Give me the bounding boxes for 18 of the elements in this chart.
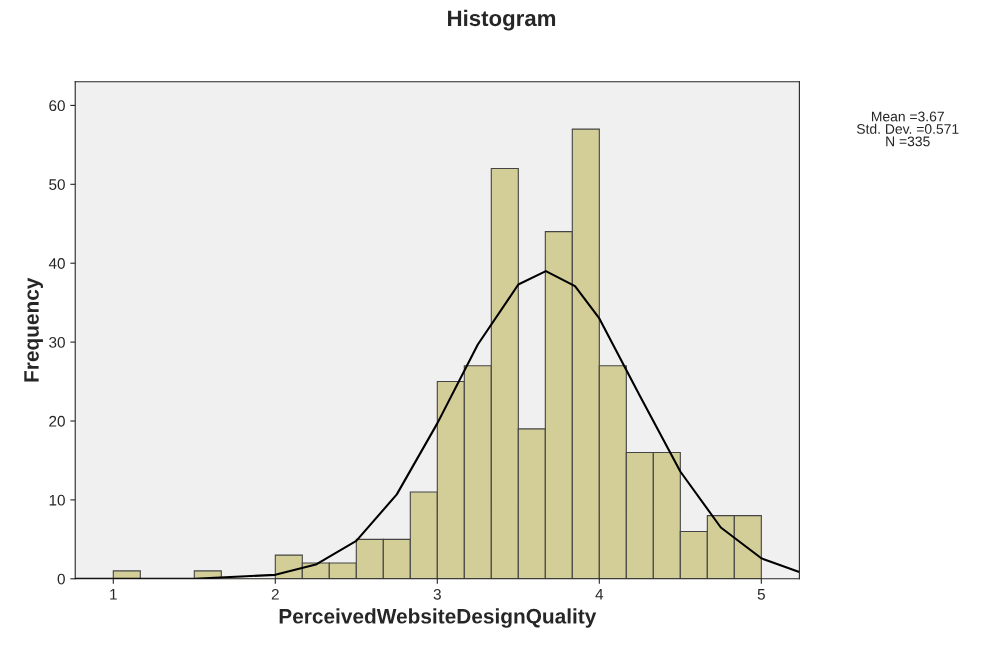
y-axis-title: Frequency xyxy=(24,277,43,382)
chart-title: Histogram xyxy=(448,9,556,31)
x-axis-title: PerceivedWebsiteDesignQuality xyxy=(279,608,597,628)
text: Std. Dev. =0.571 xyxy=(856,123,959,134)
x-tick-label: 2 xyxy=(271,588,279,600)
x-tick-label: 5 xyxy=(757,589,765,600)
y-tick-label: 30 xyxy=(49,336,65,348)
y-tick-label: 20 xyxy=(49,415,65,427)
text: Mean =3.67 xyxy=(871,111,944,122)
y-tick-label: 10 xyxy=(49,494,65,506)
x-tick-label: 1 xyxy=(110,589,117,600)
x-tick-label: 3 xyxy=(433,588,441,600)
y-tick-label: 60 xyxy=(49,100,65,112)
y-tick-label: 50 xyxy=(49,179,65,190)
x-tick-label: 4 xyxy=(595,589,604,600)
text: N =335 xyxy=(886,136,930,147)
y-tick-label: 40 xyxy=(48,258,65,269)
y-tick-label: 0 xyxy=(57,573,65,585)
